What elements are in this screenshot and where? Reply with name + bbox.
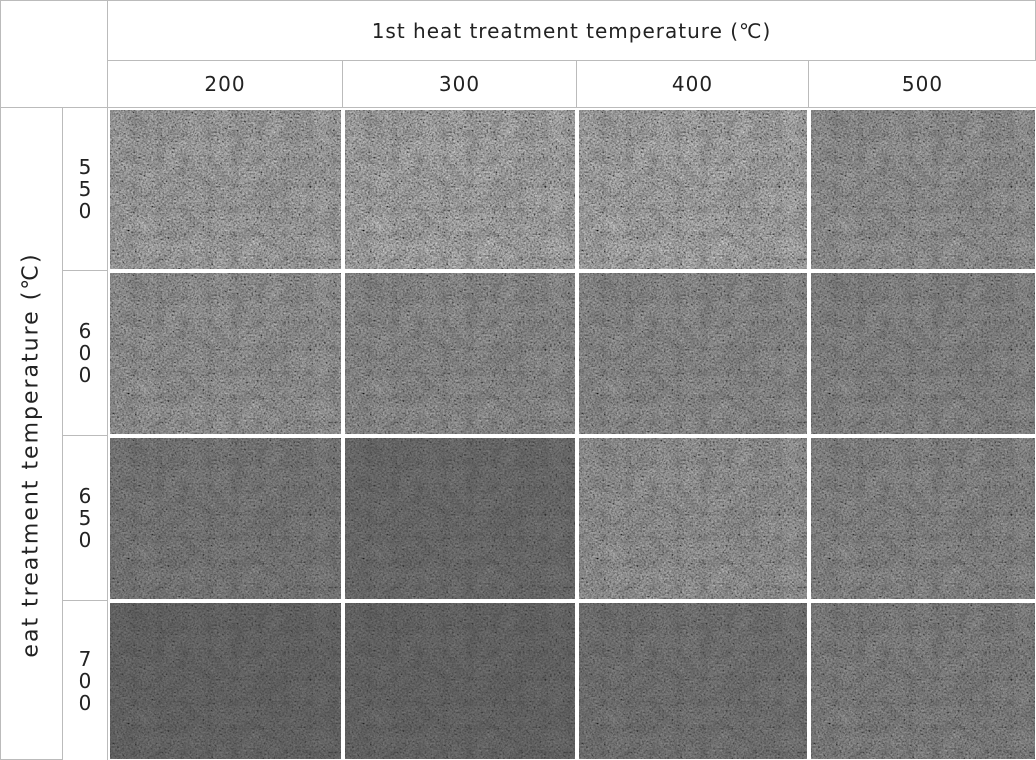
sem-image [579, 438, 807, 599]
sem-image [110, 273, 341, 434]
sem-image [345, 438, 575, 599]
column-label: 300 [342, 60, 577, 108]
row-label-cell: 600 [62, 270, 108, 436]
corner-cell [0, 0, 108, 108]
sem-image [579, 273, 807, 434]
column-label: 200 [107, 60, 343, 108]
row-label-cell: 550 [62, 107, 108, 271]
row-label-cell: 700 [62, 600, 108, 760]
figure: 1st heat treatment temperature (℃) eat t… [0, 0, 1036, 760]
row-label-cell: 650 [62, 435, 108, 601]
row-label: 550 [79, 156, 92, 222]
sem-image [345, 603, 575, 759]
sem-image [811, 110, 1035, 269]
row-label: 600 [79, 320, 92, 386]
sem-image [110, 110, 341, 269]
column-label: 500 [808, 60, 1036, 108]
sem-image [811, 603, 1035, 759]
sem-image [345, 273, 575, 434]
sem-image [110, 603, 341, 759]
sem-image [110, 438, 341, 599]
row-label: 650 [79, 485, 92, 551]
column-label: 400 [576, 60, 809, 108]
row-label: 700 [79, 648, 92, 714]
sem-image [579, 110, 807, 269]
side-title: eat treatment temperature (℃) [19, 252, 44, 657]
column-title: 1st heat treatment temperature (℃) [107, 0, 1036, 61]
sem-image [345, 110, 575, 269]
sem-image [811, 438, 1035, 599]
sem-image [579, 603, 807, 759]
sem-image [811, 273, 1035, 434]
